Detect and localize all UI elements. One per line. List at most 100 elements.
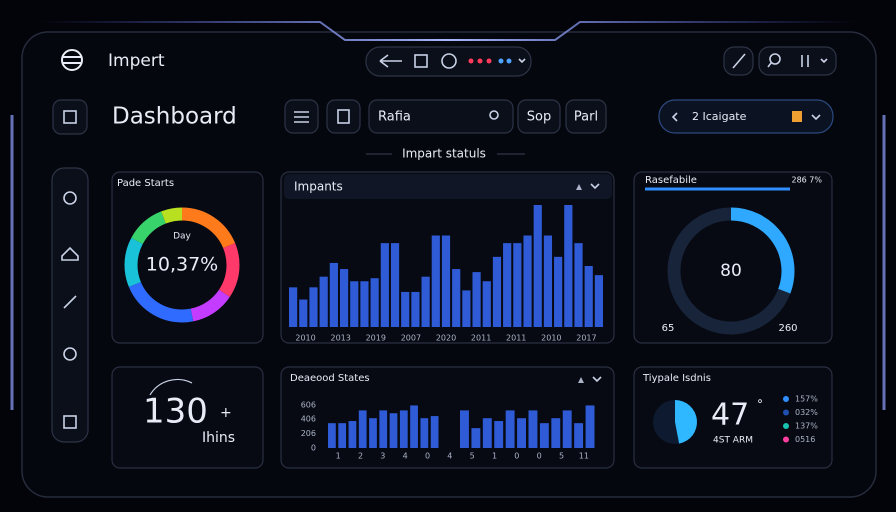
bar — [513, 243, 522, 327]
search-icon[interactable] — [769, 53, 781, 65]
bar — [289, 287, 298, 327]
x-label: 2 — [358, 452, 363, 461]
card-title: Impants — [294, 180, 343, 194]
bar — [319, 276, 328, 327]
app-title: Impert — [108, 51, 165, 71]
nav-icon[interactable] — [63, 191, 77, 205]
icon-button[interactable] — [758, 46, 837, 76]
chevron[interactable] — [518, 58, 526, 64]
bar — [539, 423, 549, 448]
pie-slice — [675, 400, 698, 444]
x-label: 5 — [470, 452, 475, 461]
search-text[interactable]: Rafia — [378, 110, 411, 125]
time-unit: Ihins — [202, 430, 235, 446]
bar — [460, 410, 469, 448]
account-pill[interactable] — [658, 99, 834, 134]
doc-icon[interactable] — [63, 415, 77, 429]
menu-icon[interactable] — [294, 111, 309, 123]
x-label: 0 — [514, 452, 519, 461]
chevron[interactable] — [671, 112, 678, 122]
filter-button[interactable] — [326, 99, 361, 134]
x-label: 0 — [425, 452, 430, 461]
search-icon[interactable] — [489, 110, 499, 120]
button-label[interactable]: Parl — [574, 110, 598, 125]
color-ring — [124, 207, 240, 323]
x-label: 2011 — [506, 334, 526, 343]
legend-dot — [783, 436, 789, 443]
icon — [576, 184, 582, 190]
sidebar-button[interactable] — [52, 99, 88, 135]
bar — [543, 235, 553, 327]
bar — [441, 235, 451, 327]
card — [111, 366, 264, 469]
bar — [574, 423, 584, 448]
button-label[interactable]: Sop — [527, 110, 551, 125]
y-tick-label: 606 — [301, 401, 316, 410]
x-label: 2013 — [330, 334, 350, 343]
bar — [584, 266, 593, 327]
chevron[interactable] — [811, 114, 821, 121]
y-tick-label: 0 — [311, 444, 316, 453]
bar — [379, 410, 388, 448]
y-tick-label: 206 — [301, 429, 316, 438]
donut-value: 10,37% — [146, 254, 218, 276]
bar — [309, 287, 318, 327]
chevron[interactable] — [592, 376, 602, 383]
bar — [533, 205, 542, 327]
bar — [370, 278, 379, 327]
x-label: 2019 — [366, 334, 386, 343]
bar — [329, 262, 338, 327]
search-icon[interactable] — [767, 62, 772, 68]
nav-pill[interactable] — [365, 46, 532, 77]
share-caption: 4ST ARM — [713, 436, 753, 446]
pen-icon[interactable] — [63, 295, 77, 309]
legend-dot — [783, 423, 789, 429]
time-suffix: + — [220, 405, 232, 421]
legend-label: 137% — [795, 422, 818, 431]
legend-dot — [783, 409, 789, 416]
nav-icon[interactable] — [441, 53, 457, 69]
bar — [494, 421, 504, 448]
home-icon[interactable] — [61, 246, 79, 261]
bar — [410, 405, 418, 448]
bar — [420, 418, 429, 448]
donut-label: Day — [173, 232, 191, 242]
bar — [328, 423, 336, 448]
bar — [430, 416, 439, 448]
toolbar-button[interactable] — [517, 99, 561, 134]
menu-icon[interactable] — [801, 55, 809, 67]
x-label: 11 — [579, 452, 589, 461]
section-label: Impart statuls — [402, 147, 486, 161]
account-label[interactable]: 2 Icaigate — [692, 110, 747, 123]
card — [633, 366, 833, 469]
nav-icon[interactable] — [414, 54, 428, 68]
bar — [517, 418, 526, 448]
page-title: Dashboard — [112, 104, 237, 130]
gauge-arc — [730, 207, 795, 294]
back-icon[interactable] — [379, 54, 402, 68]
time-value: 130 — [143, 392, 208, 432]
x-label: 2010 — [541, 334, 561, 343]
x-label: 4 — [403, 452, 408, 461]
bar — [421, 276, 430, 327]
gauge-value: 80 — [720, 261, 742, 281]
filter-icon[interactable] — [337, 109, 350, 124]
bar — [350, 281, 359, 327]
logo — [61, 49, 83, 71]
grid-icon[interactable] — [63, 110, 77, 124]
bar — [360, 281, 369, 327]
bar — [564, 205, 573, 327]
search-box[interactable] — [368, 99, 514, 134]
legend-label: 0516 — [795, 435, 815, 444]
x-label: 1 — [336, 452, 341, 461]
pen-icon[interactable] — [732, 53, 746, 69]
bar — [492, 256, 502, 327]
chevron[interactable] — [820, 58, 828, 64]
toolbar-button[interactable] — [565, 99, 607, 134]
y-tick-label: 406 — [301, 415, 316, 424]
x-label: 2017 — [576, 334, 596, 343]
clock-icon[interactable] — [63, 347, 77, 361]
card-title: Tiypale Isdnis — [642, 373, 711, 384]
x-label: 1 — [492, 452, 497, 461]
chevron[interactable] — [590, 183, 600, 190]
